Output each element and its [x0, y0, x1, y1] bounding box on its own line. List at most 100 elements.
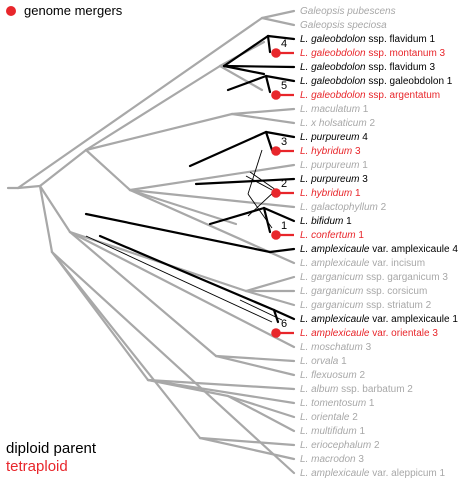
taxon-label: L. moschatum 3 [300, 342, 372, 353]
diploid-branch [208, 206, 266, 226]
tree-branch [226, 394, 296, 419]
tree-branch [38, 184, 72, 234]
merger-dots: 1 2 3 4 5 6 [271, 38, 294, 338]
diploid-branch [226, 74, 268, 92]
tree-branch [260, 16, 296, 27]
tree-branch [38, 184, 54, 254]
diploid-branch [272, 308, 296, 321]
diploid-branch [264, 74, 296, 83]
taxon-label: L. galeobdolon ssp. flavidum 1 [300, 34, 436, 45]
tree-branch [84, 148, 132, 192]
tree-branch [128, 188, 296, 209]
taxon-label: L. bifidum 1 [300, 216, 352, 227]
diploid-branch [262, 206, 272, 234]
taxon-label: L. macrodon 3 [300, 454, 364, 465]
taxon-label: L. orientale 2 [300, 412, 358, 423]
diploid-branch [264, 74, 272, 94]
merger-dot [271, 328, 281, 338]
tree-branch [84, 64, 222, 152]
tree-branch [128, 188, 238, 226]
tree-branch [226, 394, 296, 433]
gray-branches [6, 9, 296, 475]
diploid-branch [188, 130, 268, 168]
tree-branch [244, 289, 296, 307]
diploid-branch [264, 130, 296, 139]
taxon-label: L. album ssp. barbatum 2 [300, 384, 413, 395]
tree-branch [218, 64, 264, 92]
taxon-label: L. amplexicaule var. orientale 3 [300, 328, 438, 339]
taxon-label: L. flexuosum 2 [300, 370, 365, 381]
diploid-branch [222, 64, 266, 76]
taxon-label: L. garganicum ssp. corsicum [300, 286, 427, 297]
taxon-label: L. x holsaticum 2 [300, 118, 375, 129]
legend-diploid-label: diploid parent [6, 440, 97, 457]
tree-branch [214, 354, 296, 363]
tree-branch [84, 112, 234, 152]
taxon-label: L. tomentosum 1 [300, 398, 375, 409]
merger-dot [271, 188, 281, 198]
tree-branch [198, 436, 296, 461]
tree-branch [244, 275, 296, 293]
diploid-branch [264, 130, 274, 152]
taxon-label: L. galeobdolon ssp. flavidum 3 [300, 62, 436, 73]
taxon-label: L. garganicum ssp. garganicum 3 [300, 272, 448, 283]
taxon-label: L. amplexicaule var. incisum [300, 258, 425, 269]
taxon-label: L. amplexicaule var. amplexicaule 4 [300, 244, 458, 255]
tree-branch [146, 378, 296, 391]
legend-tetraploid-label: tetraploid [6, 458, 68, 475]
tree-branch [146, 378, 230, 398]
taxon-label: L. hybridum 3 [300, 146, 361, 157]
diploid-branch [84, 212, 272, 254]
tree-branch [68, 230, 296, 349]
tree-branch [260, 9, 296, 20]
taxon-label: Galeopsis speciosa [300, 20, 387, 31]
taxon-label: L. maculatum 1 [300, 104, 369, 115]
taxon-label: L. purpureum 3 [300, 174, 368, 185]
tree-branch [230, 112, 296, 125]
merger-number: 5 [281, 80, 287, 92]
diploid-branch [266, 34, 272, 54]
diploid-branch [272, 308, 280, 324]
taxon-label: L. galeobdolon ssp. galeobdolon 1 [300, 76, 453, 87]
diploid-branch [266, 34, 296, 41]
merger-number: 2 [281, 178, 287, 190]
tree-branch [50, 250, 202, 440]
tree-branch [50, 250, 296, 475]
merger-dot-icon [6, 5, 16, 16]
taxon-label: L. galeobdolon ssp. montanum 3 [300, 48, 446, 59]
reticulation-link [239, 299, 283, 321]
tree-branch [230, 107, 296, 116]
taxon-label: L. orvala 1 [300, 356, 347, 367]
taxon-label: Galeopsis pubescens [300, 6, 396, 17]
merger-dot [271, 146, 281, 156]
diploid-branch [222, 34, 270, 68]
reticulation-link [85, 235, 273, 323]
taxon-label: L. eriocephalum 2 [300, 440, 380, 451]
merger-number: 1 [281, 220, 287, 232]
taxon-label: L. amplexicaule var. amplexicaule 1 [300, 314, 458, 325]
diploid-branch [262, 206, 296, 223]
taxon-label: L. confertum 1 [300, 230, 364, 241]
merger-number: 4 [281, 38, 287, 50]
taxon-label: L. multifidum 1 [300, 426, 365, 437]
merger-number: 6 [281, 318, 287, 330]
diploid-parent-branches [84, 34, 296, 324]
merger-dot [271, 230, 281, 240]
diploid-branch [98, 234, 276, 312]
tree-branch [198, 436, 296, 447]
tree-branch [38, 148, 88, 188]
merger-dot [271, 48, 281, 58]
legend-merger-label: genome mergers [24, 3, 123, 18]
diploid-branch [222, 64, 296, 69]
taxon-labels: Galeopsis pubescens Galeopsis speciosa L. … [300, 6, 458, 479]
taxon-label: L. galeobdolon ssp. argentatum [300, 90, 440, 101]
merger-dot [271, 90, 281, 100]
taxon-label: L. garganicum ssp. striatum 2 [300, 300, 432, 311]
tree-branch [16, 16, 264, 190]
reticulation-link [245, 175, 273, 191]
taxon-label: L. amplexicaule var. aleppicum 1 [300, 468, 446, 479]
diploid-branch [194, 177, 296, 186]
tree-branch [16, 184, 42, 190]
tree-branch [128, 163, 296, 192]
